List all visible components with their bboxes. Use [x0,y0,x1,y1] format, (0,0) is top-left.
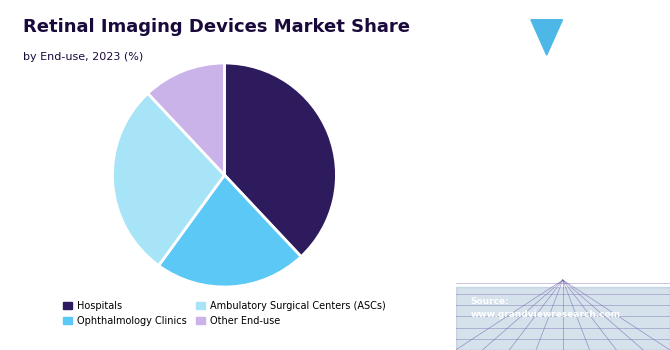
FancyBboxPatch shape [480,20,519,66]
Text: $3.7B: $3.7B [505,112,621,147]
Text: Retinal Imaging Devices Market Share: Retinal Imaging Devices Market Share [23,18,410,35]
Wedge shape [224,63,336,257]
Wedge shape [159,175,301,287]
Text: Global Market Size,
2023: Global Market Size, 2023 [509,184,616,208]
Legend: Hospitals, Ophthalmology Clinics, Ambulatory Surgical Centers (ASCs), Other End-: Hospitals, Ophthalmology Clinics, Ambula… [60,297,389,330]
FancyBboxPatch shape [527,20,566,66]
Polygon shape [531,20,563,55]
Text: GRAND VIEW RESEARCH: GRAND VIEW RESEARCH [519,77,610,83]
Text: Source:
www.grandviewresearch.com: Source: www.grandviewresearch.com [470,297,620,319]
Text: by End-use, 2023 (%): by End-use, 2023 (%) [23,52,143,63]
FancyBboxPatch shape [574,20,614,66]
Wedge shape [113,93,224,266]
Wedge shape [148,63,224,175]
